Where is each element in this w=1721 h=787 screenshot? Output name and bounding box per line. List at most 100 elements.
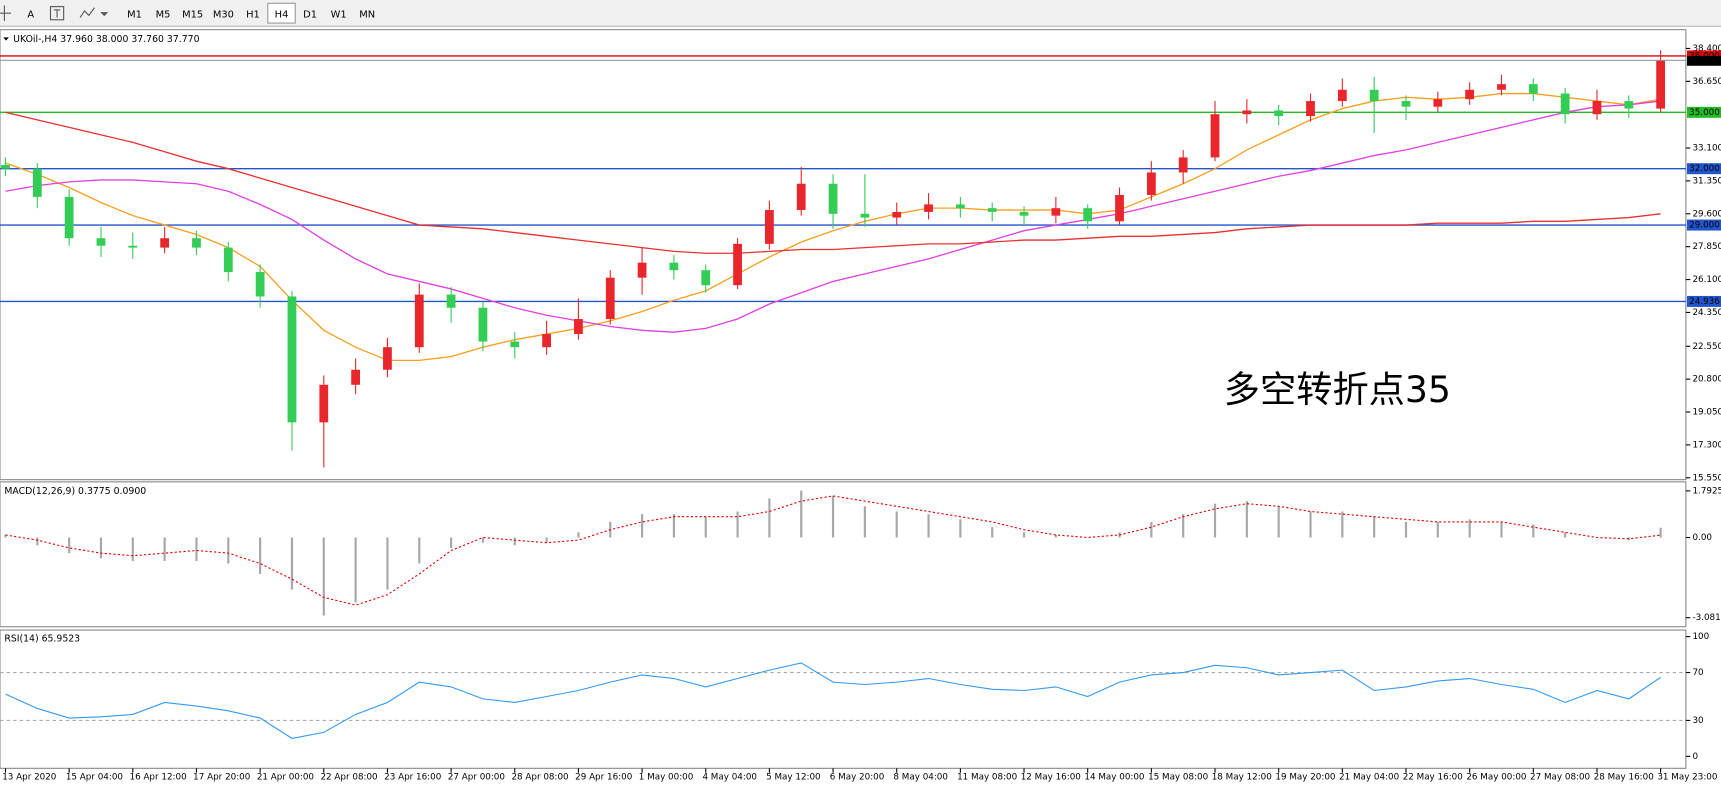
x-tick-label: 17 Apr 20:00 [193, 773, 250, 783]
candle-body [319, 384, 329, 423]
candle-body [796, 183, 806, 211]
candle-body [542, 334, 551, 348]
y-tick-label: 19.050 [1692, 408, 1721, 418]
toolbar-button[interactable]: MN [353, 3, 380, 23]
candle-body [32, 168, 42, 197]
level-label-box [1686, 295, 1721, 307]
candle-body [255, 272, 265, 297]
candle-body [128, 245, 138, 248]
candle-body [1051, 208, 1061, 216]
x-tick-label: 21 May 04:00 [1339, 773, 1399, 783]
y-tick-label: 1.7925 [1692, 486, 1721, 496]
last-price-box [1686, 55, 1721, 66]
last-price-label: 37.770 [1689, 56, 1720, 66]
x-tick-label: 8 May 04:00 [893, 773, 948, 783]
y-tick-label: 29.600 [1692, 209, 1721, 219]
moving-average [5, 100, 1661, 333]
candle-body [1624, 101, 1634, 109]
candle-body [733, 243, 742, 286]
rsi-line [5, 662, 1661, 739]
x-tick-label: 1 May 00:00 [639, 773, 694, 783]
toolbar-button[interactable]: H4 [267, 2, 296, 24]
x-tick-label: 18 May 12:00 [1212, 773, 1272, 783]
candle-body [192, 238, 201, 248]
candle-body [987, 208, 997, 212]
rsi-panel [0, 629, 1687, 769]
candle-body [955, 204, 965, 209]
toolbar-button[interactable]: M1 [121, 3, 148, 23]
button-label: M15 [182, 9, 203, 20]
y-tick-label: 15.550 [1692, 473, 1721, 483]
toolbar-button[interactable]: M30 [209, 3, 239, 23]
level-label: 35.000 [1689, 108, 1720, 118]
macd-panel [0, 481, 1687, 628]
button-label: M5 [156, 9, 171, 20]
candle-body [223, 247, 233, 273]
button-label: M30 [213, 9, 234, 20]
chart-header: UKOil-,H4 37.960 38.000 37.760 37.770 [13, 34, 199, 45]
x-tick-label: 29 Apr 16:00 [575, 773, 632, 783]
level-label: 32.000 [1689, 164, 1720, 174]
candle-body [383, 347, 392, 370]
candle-body [1369, 89, 1379, 102]
candle-body [1497, 84, 1506, 90]
button-frame [267, 2, 296, 24]
button-label: W1 [331, 9, 347, 20]
level-label: 24.936 [1689, 297, 1720, 307]
candle-body [1019, 211, 1029, 216]
candle-body [1433, 99, 1443, 107]
toolbar-button[interactable]: H1 [239, 3, 266, 23]
button-label: A [27, 9, 34, 20]
toolbar-button[interactable]: D1 [296, 3, 323, 23]
toolbar-button[interactable]: A [22, 3, 40, 23]
candle-body [1306, 101, 1315, 117]
x-tick-label: 15 May 08:00 [1148, 773, 1208, 783]
moving-average [5, 92, 1661, 362]
candle-body [1592, 101, 1602, 115]
x-tick-label: 27 May 08:00 [1530, 773, 1590, 783]
y-tick-label: 33.100 [1692, 144, 1721, 154]
x-tick-label: 22 Apr 08:00 [320, 773, 377, 783]
y-tick-label: 36.650 [1692, 77, 1721, 87]
x-tick-label: 12 May 16:00 [1021, 773, 1081, 783]
button-label: MN [359, 9, 375, 20]
x-tick-label: 27 Apr 00:00 [448, 773, 505, 783]
x-tick-label: 16 Apr 12:00 [130, 773, 187, 783]
signal-line [5, 495, 1661, 606]
x-tick-label: 22 May 16:00 [1403, 773, 1463, 783]
candle-body [637, 262, 647, 278]
level-label-box [1686, 219, 1721, 231]
candle-body [1274, 110, 1284, 117]
candle-body [669, 262, 679, 271]
annotation: 多空转折点35 [1224, 368, 1451, 411]
x-tick-label: 6 May 20:00 [830, 773, 885, 783]
x-tick-label: 28 May 16:00 [1594, 773, 1654, 783]
candle-body [1656, 60, 1666, 109]
candle-body [1337, 89, 1347, 102]
candle-body [701, 270, 711, 286]
y-tick-label: 26.100 [1692, 275, 1721, 285]
candle-body [1, 164, 10, 169]
candle-body [1401, 101, 1411, 107]
y-tick-label: 30 [1692, 716, 1703, 726]
y-tick-label: 20.800 [1692, 375, 1721, 385]
y-tick-label: 17.300 [1692, 440, 1721, 450]
x-tick-label: 21 Apr 00:00 [257, 773, 314, 783]
x-tick-label: 5 May 12:00 [766, 773, 821, 783]
candle-body [64, 196, 74, 239]
toolbar-button[interactable]: W1 [325, 3, 352, 23]
main-panel [0, 29, 1687, 481]
level-label: 29.000 [1689, 221, 1720, 231]
y-tick-label: -3.0818 [1692, 613, 1721, 623]
toolbar-button[interactable]: M15 [178, 3, 208, 23]
y-tick-label: 22.550 [1692, 342, 1721, 352]
candle-body [1083, 208, 1093, 222]
rsi-header: RSI(14) 65.9523 [4, 633, 80, 644]
toolbar-button[interactable]: M5 [149, 3, 176, 23]
button-label: H4 [275, 9, 289, 20]
header-arrow [3, 37, 9, 41]
candle-body [478, 307, 488, 342]
y-tick-label: 0 [1692, 752, 1698, 762]
